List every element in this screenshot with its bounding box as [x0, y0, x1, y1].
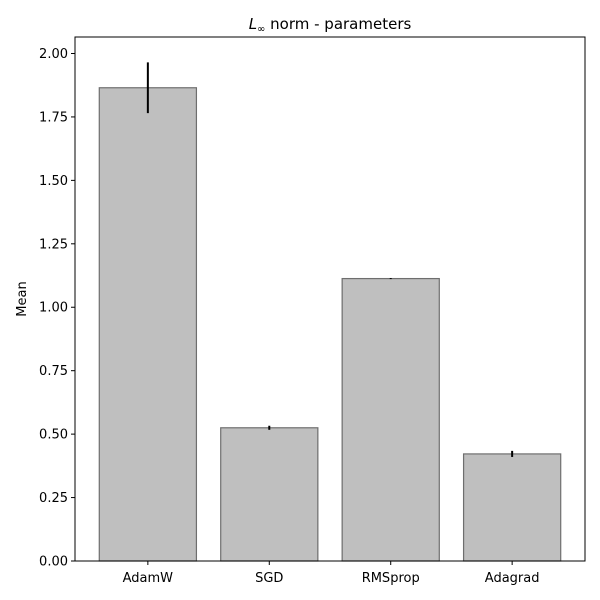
error-bars-layer [146, 62, 514, 457]
y-tick-label: 0.25 [39, 491, 68, 506]
bars-layer [98, 87, 562, 562]
bar-adagrad [462, 453, 562, 562]
y-axis: 0.00 0.25 0.50 0.75 1.00 1.25 1.50 1.75 2.00 [39, 47, 75, 570]
bar-rmsprop [341, 277, 440, 562]
x-tick-label: Adagrad [485, 571, 540, 586]
y-tick-label: 0.00 [39, 555, 68, 570]
bar-adamw [98, 87, 198, 562]
chart-title: L∞ norm - parameters [249, 15, 412, 35]
x-tick-label: RMSprop [362, 571, 420, 586]
chart-title-subscript: ∞ [257, 24, 265, 35]
y-tick-label: 1.25 [39, 237, 68, 252]
y-tick-label: 2.00 [39, 47, 68, 62]
y-tick-label: 0.50 [39, 428, 68, 443]
x-tick-label: AdamW [123, 571, 174, 586]
y-tick-label: 1.00 [39, 301, 68, 316]
y-tick-label: 1.50 [39, 174, 68, 189]
plot-frame [74, 36, 586, 562]
y-axis-label: Mean [15, 281, 30, 316]
x-tick-label: SGD [255, 571, 283, 586]
chart-title-main: L [249, 15, 257, 33]
y-tick-label: 1.75 [39, 110, 68, 125]
bar-sgd [220, 427, 319, 562]
x-axis: AdamW SGD RMSprop Adagrad [123, 561, 540, 586]
chart-title-rest: norm - parameters [265, 15, 411, 33]
y-tick-label: 0.75 [39, 364, 68, 379]
